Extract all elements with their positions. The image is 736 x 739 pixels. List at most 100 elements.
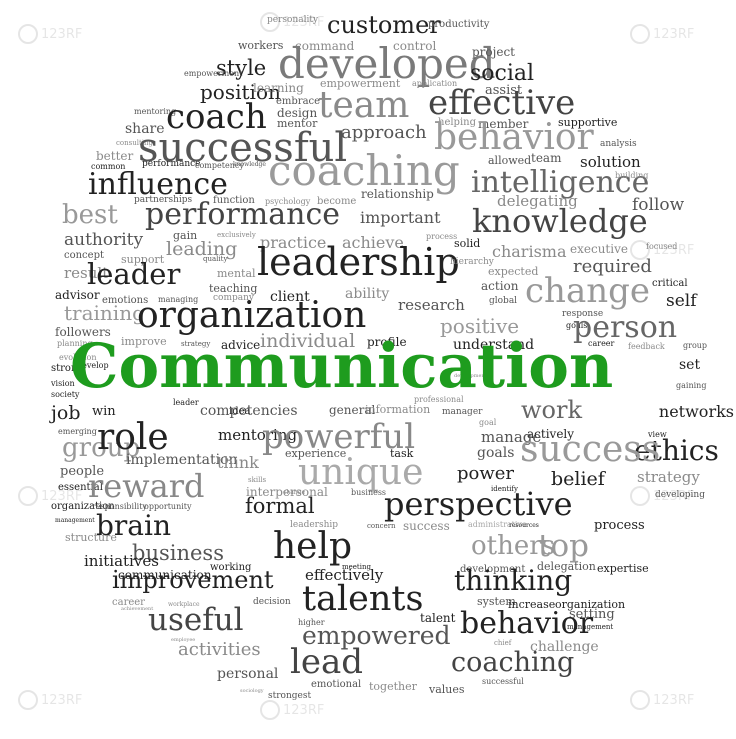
word: response [562, 309, 604, 319]
word: talent [420, 611, 456, 625]
word: implementation [126, 452, 238, 468]
word: embrace [276, 96, 321, 107]
word: emerging [58, 427, 97, 436]
word: leadership [257, 240, 460, 284]
word: follow [632, 195, 685, 215]
word: formal [245, 494, 315, 518]
word: empowered [302, 621, 451, 650]
word: social [470, 61, 535, 86]
word: communication [118, 568, 212, 582]
title-word: Communication [70, 331, 614, 402]
watermark-text: 123RF [653, 488, 695, 504]
word: sociology [240, 688, 264, 694]
word: group [683, 341, 708, 350]
word: success [520, 429, 661, 470]
word: group [62, 433, 141, 463]
word: organization [137, 295, 367, 336]
word: competencies [200, 403, 298, 419]
word: solid [454, 237, 481, 250]
word: focused [646, 242, 678, 251]
word: exclusively [217, 231, 256, 239]
word: behavior [460, 606, 594, 641]
word: project [472, 45, 516, 59]
word: member [478, 117, 529, 131]
word: achievement [121, 606, 154, 612]
word: mentoring [134, 107, 177, 116]
word: design [277, 106, 318, 120]
word: support [121, 253, 165, 266]
word: challenge [530, 639, 599, 655]
word: mentor [277, 117, 318, 130]
word: structure [65, 531, 117, 544]
word: helping [438, 117, 476, 128]
word: task [390, 447, 414, 460]
word: meeting [342, 563, 371, 571]
word: view [648, 430, 667, 439]
word: client [270, 289, 310, 305]
word: solution [580, 153, 641, 171]
word: expected [488, 265, 539, 278]
word: career [112, 597, 145, 608]
word: resources [509, 522, 539, 529]
word: influence [88, 167, 228, 202]
word: job [51, 402, 81, 424]
word: top [538, 528, 589, 564]
word: development [460, 564, 526, 575]
word: personal [217, 666, 279, 682]
watermark-ring-icon [18, 24, 38, 44]
word: strategy [181, 340, 211, 348]
watermark-logo: 123RF [18, 24, 82, 44]
word: development [454, 373, 487, 379]
watermark-logo: 123RF [18, 690, 82, 710]
word: developed [278, 39, 496, 88]
word: strategy [637, 468, 700, 486]
word: followers [55, 325, 111, 339]
word: brain [96, 509, 171, 542]
word: strong [51, 363, 84, 374]
word: belief [551, 468, 605, 490]
word: emotions [102, 295, 149, 306]
word: emotional [311, 679, 362, 690]
word: gaining [676, 381, 707, 390]
word: performance [142, 159, 201, 169]
word: coach [166, 97, 267, 137]
word: vision [51, 379, 75, 388]
word: mental [217, 267, 256, 280]
watermark-ring-icon [630, 24, 650, 44]
word: system [477, 595, 516, 608]
word: others [471, 531, 556, 561]
word: goals [477, 445, 515, 461]
word: administrative [468, 520, 527, 529]
word: unique [298, 452, 424, 493]
word: partnerships [134, 195, 193, 205]
word: effectively [305, 566, 384, 584]
word: self [666, 291, 697, 311]
watermark-ring-icon [260, 700, 280, 720]
word: chief [494, 639, 512, 647]
word: help [273, 526, 353, 567]
word: think [217, 453, 259, 472]
word: evolution [59, 353, 97, 362]
word: company [213, 293, 255, 303]
word: feedback [628, 342, 665, 351]
watermark-text: 123RF [283, 702, 325, 718]
word: training [64, 301, 145, 325]
word: leading [166, 238, 238, 260]
word: idea [229, 406, 251, 417]
word: business [351, 488, 387, 497]
word: managing [158, 295, 199, 304]
word: control [393, 39, 437, 53]
word: management [55, 517, 95, 524]
word: team [531, 151, 562, 165]
word: knowledge [472, 202, 648, 240]
word: function [213, 195, 255, 206]
word: activities [178, 639, 261, 660]
watermark-ring-icon [630, 690, 650, 710]
word: society [51, 390, 80, 399]
word: networks [658, 402, 734, 421]
word: psychology [265, 197, 311, 206]
word: command [295, 39, 355, 53]
word: manage [481, 428, 542, 446]
word: action [481, 279, 519, 293]
word: decision [253, 597, 291, 607]
